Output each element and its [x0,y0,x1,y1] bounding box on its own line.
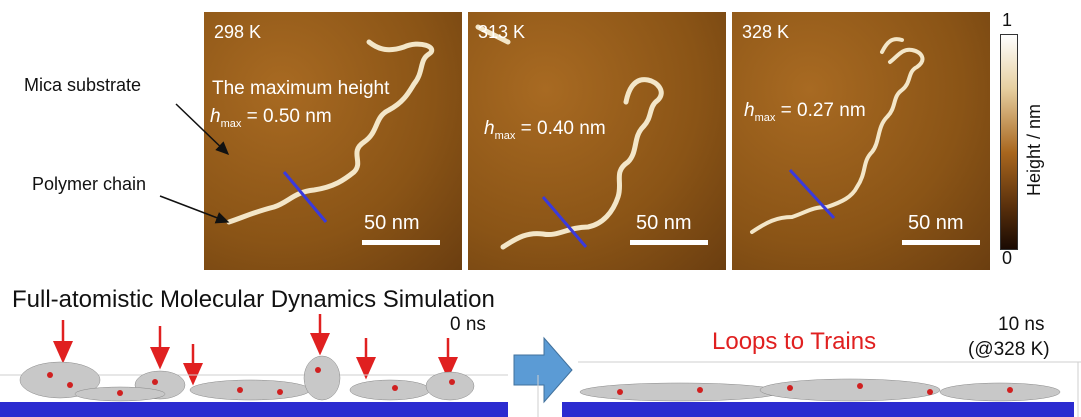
temperature-label: 298 K [214,22,262,42]
colorbar-max-label: 1 [1002,10,1013,30]
scale-bar-label: 50 nm [364,212,420,234]
time-start-label: 0 ns [450,314,486,335]
height-profile-line [282,171,328,223]
polymer-pointer-arrow [159,195,230,224]
colorbar-min-label: 0 [1002,248,1013,268]
polymer-chain-trace [750,37,925,234]
scale-bar-label: 50 nm [908,212,964,234]
polymer-chain-trace [475,24,664,250]
scale-bar [630,240,708,245]
polymer-chain-label: Polymer chain [32,174,147,194]
scale-bar-label: 50 nm [636,212,692,234]
hmax-label: hmax = 0.27 nm [744,100,866,124]
loops-to-trains-label: Loops to Trains [712,328,877,355]
mica-pointer-arrow [175,103,230,156]
hmax-label: hmax = 0.50 nm [210,106,332,130]
polymer-oxygen-left [47,367,455,396]
polymer-atoms-left [19,355,475,402]
max-height-caption: The maximum height [212,78,390,99]
transition-arrow [513,336,573,404]
scale-bar [902,240,980,245]
time-end-note: (@328 K) [968,339,1050,360]
time-end-label: 10 ns [998,314,1045,335]
polymer-oxygen-right [617,383,1013,395]
polymer-atoms-right [579,378,1061,402]
height-colorbar [1000,34,1018,250]
simulation-title: Full-atomistic Molecular Dynamics Simula… [12,286,495,313]
polymer-chain-trace [226,39,434,225]
temperature-label: 328 K [742,22,790,42]
mica-substrate-label: Mica substrate [24,75,142,95]
afm-image-313k: 313 K hmax = 0.40 nm 50 nm [468,12,726,270]
afm-image-328k: 328 K hmax = 0.27 nm 50 nm [732,12,990,270]
afm-image-298k: 298 K The maximum height hmax = 0.50 nm … [204,12,462,270]
height-profile-line [788,168,836,220]
temperature-label: 313 K [478,22,526,42]
mica-substrate-left [0,402,508,417]
mica-substrate-right [562,402,1074,417]
scale-bar [362,240,440,245]
hmax-label: hmax = 0.40 nm [484,118,606,142]
height-profile-line [541,196,588,248]
